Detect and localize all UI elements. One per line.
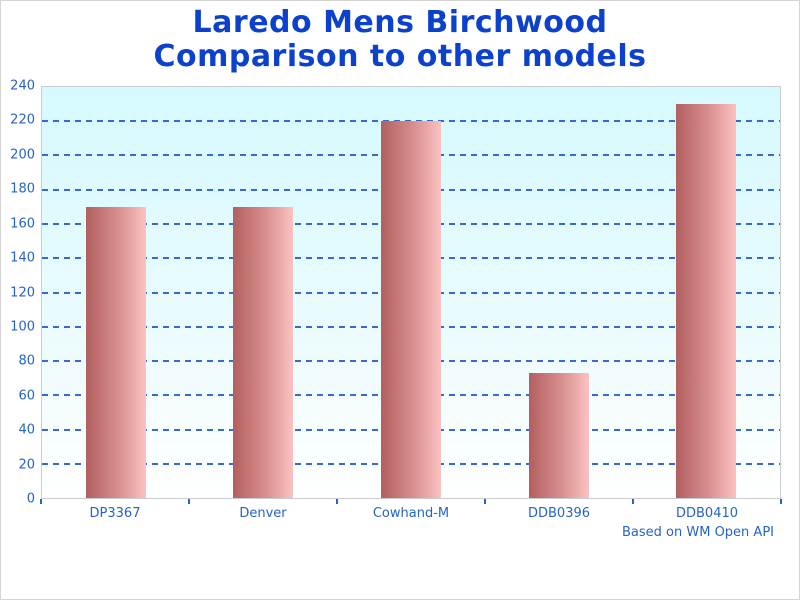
chart-title-line-1: Laredo Mens Birchwood: [192, 5, 608, 40]
y-axis-labels: 0 20 40 60 80 100 120 140 160 180 200 220 240: [1, 79, 37, 507]
x-axis-ticks: [40, 499, 782, 504]
x-axis-label-ddb0410: DDB0410: [675, 506, 739, 521]
y-axis-label-240: 240: [10, 78, 35, 94]
y-axis-label-0: 0: [26, 491, 35, 507]
y-axis-label-100: 100: [10, 319, 35, 335]
chart-footer-note: Based on WM Open API: [622, 525, 774, 540]
chart-title: Laredo Mens Birchwood Comparison to othe…: [1, 6, 799, 74]
plot-area: [41, 86, 781, 499]
y-axis-label-60: 60: [18, 388, 35, 404]
x-axis-tick-1: [188, 499, 190, 504]
bar-ddb0396: [528, 373, 589, 498]
y-axis-label-20: 20: [18, 457, 35, 473]
y-axis-label-220: 220: [10, 112, 35, 128]
y-axis-label-200: 200: [10, 147, 35, 163]
x-axis-tick-5: [780, 499, 782, 504]
bar-cowhand-m: [381, 121, 441, 498]
gridline-220: [42, 120, 780, 123]
x-axis-labels: DP3367 Denver Cowhand-M DDB0396 DDB0410: [41, 506, 781, 521]
y-axis-label-160: 160: [10, 216, 35, 232]
x-axis-tick-2: [336, 499, 338, 504]
y-axis-label-80: 80: [18, 353, 35, 369]
bar-dp3367: [85, 206, 146, 498]
bar-ddb0410: [676, 104, 737, 498]
x-axis-label-ddb0396: DDB0396: [527, 506, 591, 521]
chart-title-line-2: Comparison to other models: [153, 39, 647, 74]
bar-denver: [233, 206, 294, 498]
x-axis-label-dp3367: DP3367: [89, 506, 141, 521]
x-axis-tick-4: [632, 499, 634, 504]
y-axis-label-140: 140: [10, 250, 35, 266]
x-axis-tick-0: [40, 499, 42, 504]
y-axis-label-40: 40: [18, 422, 35, 438]
y-axis-label-180: 180: [10, 181, 35, 197]
x-axis-tick-3: [484, 499, 486, 504]
x-axis-label-cowhand-m: Cowhand-M: [372, 506, 450, 521]
y-axis-label-120: 120: [10, 285, 35, 300]
x-axis-label-denver: Denver: [239, 506, 287, 521]
